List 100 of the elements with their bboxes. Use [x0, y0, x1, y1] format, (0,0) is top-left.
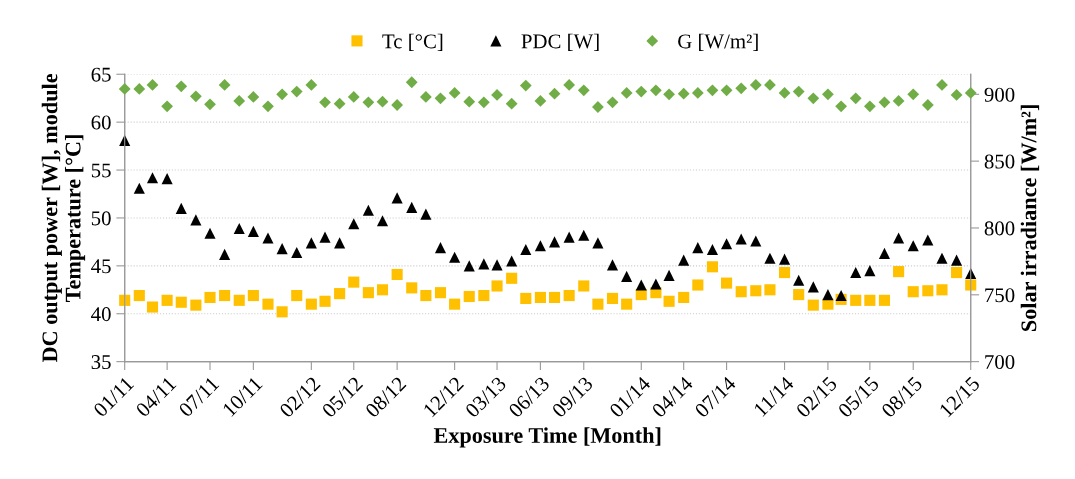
point	[420, 208, 432, 220]
point	[779, 253, 791, 265]
point	[376, 95, 389, 108]
point	[548, 291, 561, 304]
point	[463, 95, 476, 108]
point	[951, 254, 963, 266]
point	[922, 234, 934, 246]
point	[118, 83, 131, 95]
point	[362, 204, 374, 216]
point	[175, 296, 187, 308]
point	[964, 87, 977, 99]
point	[376, 284, 389, 296]
point	[563, 231, 575, 243]
y-axis-title: DC output power [W], module Temperature [°C]	[41, 73, 86, 363]
point	[793, 274, 805, 286]
point	[219, 248, 231, 260]
point	[319, 231, 331, 243]
point	[548, 87, 561, 100]
point	[233, 222, 245, 235]
point	[606, 96, 619, 109]
point	[218, 79, 231, 91]
point	[635, 85, 648, 98]
point	[951, 267, 963, 279]
point	[247, 225, 259, 237]
point	[362, 96, 375, 109]
point	[405, 76, 418, 89]
point	[649, 84, 662, 97]
point	[175, 80, 188, 93]
point	[534, 291, 546, 304]
point	[262, 100, 274, 113]
point	[764, 252, 776, 264]
point	[276, 88, 289, 101]
y2-axis-title: Solar irradiance [W/m²]	[1020, 105, 1040, 331]
point	[822, 289, 834, 301]
point	[864, 265, 876, 277]
point	[161, 100, 174, 113]
point	[233, 95, 246, 107]
legend-label: G [W/m²]	[678, 33, 758, 51]
point	[779, 267, 791, 279]
point	[391, 268, 403, 281]
point	[907, 286, 919, 298]
point	[878, 96, 891, 109]
point	[534, 95, 547, 107]
point	[519, 79, 532, 92]
point	[650, 278, 662, 290]
point	[319, 295, 331, 307]
point	[864, 294, 876, 306]
point	[620, 87, 633, 99]
point	[735, 286, 747, 298]
point	[463, 290, 475, 303]
legend-label: Tc [°C]	[382, 33, 443, 51]
point	[621, 298, 633, 310]
point	[578, 229, 590, 241]
point	[807, 299, 819, 311]
point	[621, 270, 633, 282]
point	[449, 251, 461, 263]
point	[391, 99, 404, 111]
point	[276, 306, 288, 318]
y-tick-label: 60	[91, 115, 111, 130]
point	[434, 287, 447, 299]
point	[505, 97, 518, 110]
point	[635, 279, 647, 291]
point	[663, 295, 675, 307]
point	[577, 84, 590, 97]
point	[692, 242, 704, 254]
point	[878, 294, 891, 306]
point	[807, 92, 820, 105]
point	[204, 227, 216, 239]
point	[319, 96, 331, 109]
point	[204, 291, 216, 304]
y-tick-label: 50	[91, 211, 111, 226]
point	[563, 289, 575, 302]
point	[133, 182, 145, 194]
point	[478, 289, 490, 302]
point	[175, 202, 187, 214]
point	[291, 289, 303, 302]
point	[677, 87, 690, 100]
point	[706, 261, 718, 273]
point	[520, 292, 532, 304]
y-tick-label: 55	[91, 163, 111, 178]
point	[822, 88, 834, 101]
point	[376, 215, 389, 227]
point	[334, 288, 346, 300]
point	[720, 84, 733, 97]
point	[735, 82, 748, 95]
point	[721, 277, 733, 289]
point	[219, 289, 231, 302]
point	[133, 289, 145, 302]
point	[850, 267, 862, 279]
point	[189, 90, 202, 103]
point	[922, 285, 934, 297]
point	[276, 243, 288, 255]
point	[262, 298, 274, 310]
y2-tick-label: 850	[984, 154, 1015, 169]
point	[706, 84, 719, 97]
point	[247, 289, 259, 302]
point	[893, 232, 905, 244]
point	[606, 259, 619, 271]
point	[764, 284, 776, 296]
point	[305, 79, 318, 91]
